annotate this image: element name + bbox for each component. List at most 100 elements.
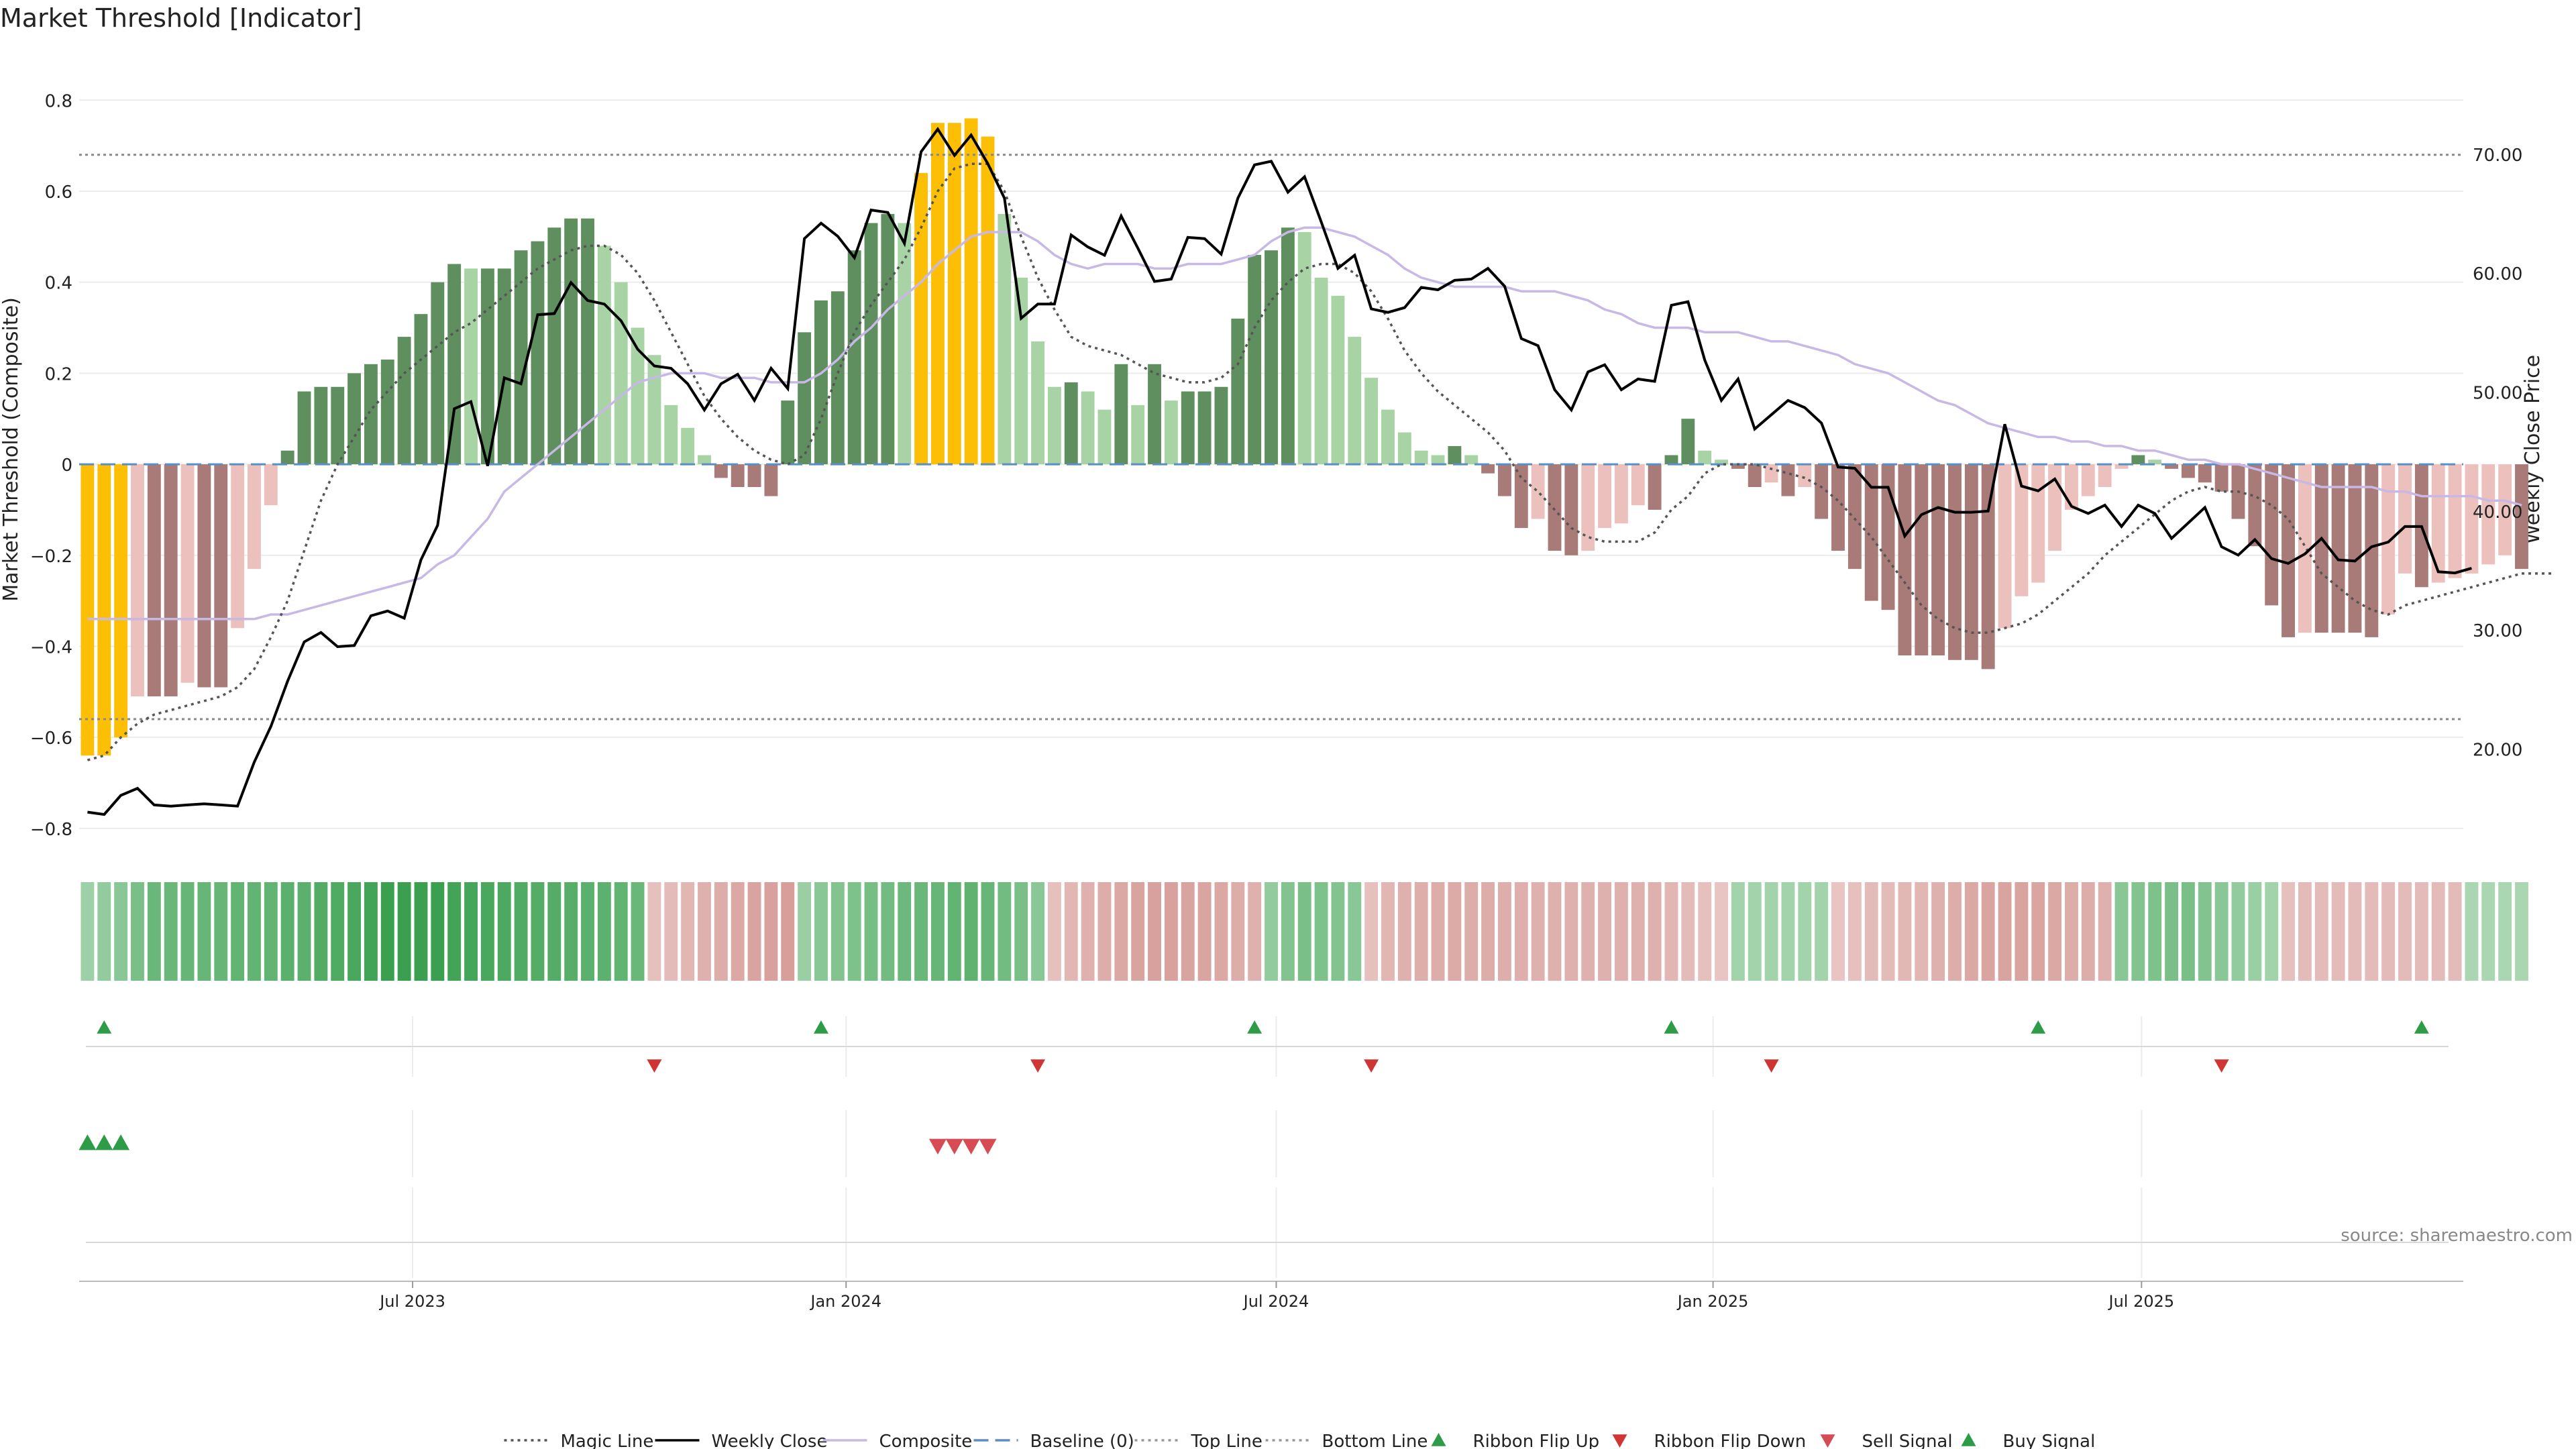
legend-item: Ribbon Flip Up <box>1431 1432 1599 1449</box>
ribbon-flip-down-marker <box>1764 1059 1779 1073</box>
ribbon-cell <box>1097 882 1112 981</box>
composite-bar <box>714 464 728 478</box>
ribbon-cell <box>1998 882 2012 981</box>
ribbon-flip-up-marker <box>2414 1020 2429 1034</box>
composite-bar <box>197 464 211 688</box>
legend-label: Magic Line <box>561 1432 654 1449</box>
legend-label: Baseline (0) <box>1030 1432 1134 1449</box>
ribbon-cell <box>1231 882 1245 981</box>
ribbon-flip-up-marker <box>97 1020 112 1034</box>
composite-bar <box>2031 464 2045 583</box>
left-tick-label: 0.4 <box>45 274 72 294</box>
composite-bar <box>864 223 878 465</box>
ribbon-cell <box>1381 882 1395 981</box>
weekly-close-line <box>87 126 2472 816</box>
ribbon-cell <box>1148 882 1161 981</box>
ribbon-cell <box>497 882 511 981</box>
ribbon-cell <box>2282 882 2295 981</box>
ribbon-cell <box>747 882 761 981</box>
ribbon-cell <box>1348 882 1362 981</box>
ribbon-cell <box>180 882 195 981</box>
composite-bar <box>1031 341 1044 465</box>
ribbon-cell <box>781 882 795 981</box>
composite-bar <box>1381 409 1395 465</box>
ribbon-cell <box>314 882 328 981</box>
composite-bar <box>1698 450 1712 465</box>
ribbon-cell <box>947 882 961 981</box>
left-tick-label: 0.8 <box>45 91 72 111</box>
ribbon-flip-up-marker <box>2031 1020 2046 1034</box>
ribbon-cell <box>431 882 445 981</box>
trend-ribbon <box>80 882 2528 981</box>
legend-swatch-triangle-up <box>1431 1433 1446 1446</box>
ribbon-cell <box>364 882 378 981</box>
composite-bar <box>1214 386 1228 465</box>
left-axis-ticks: 0.8 0.6 0.4 0.2 0 −0.2 −0.4 −0.6 −0.8 <box>30 91 72 840</box>
composite-bar <box>947 123 961 465</box>
ribbon-cell <box>1047 882 1061 981</box>
composite-bar <box>1831 464 1845 551</box>
composite-bar <box>248 464 261 570</box>
composite-bar <box>1364 378 1379 465</box>
ribbon-cell <box>1397 882 1411 981</box>
ribbon-flip-down-marker <box>2214 1059 2229 1073</box>
ribbon-cell <box>714 882 728 981</box>
ribbon-cell <box>2398 882 2412 981</box>
composite-bar <box>264 464 278 506</box>
ribbon-cell <box>731 882 745 981</box>
composite-bar <box>1798 464 1812 487</box>
ribbon-cell <box>480 882 494 981</box>
composite-bar <box>2465 464 2479 574</box>
ribbon-cell <box>1114 882 1128 981</box>
ribbon-cell <box>1214 882 1228 981</box>
ribbon-cell <box>2365 882 2379 981</box>
left-tick-label: −0.2 <box>30 547 72 567</box>
legend-item: Bottom Line <box>1265 1432 1428 1449</box>
composite-bar <box>514 250 528 465</box>
composite-bar <box>97 464 111 756</box>
composite-bar <box>280 450 294 465</box>
legend-label: Buy Signal <box>2003 1432 2096 1449</box>
ribbon-cell <box>231 882 245 981</box>
composite-bar <box>2181 464 2195 478</box>
ribbon-cell <box>197 882 211 981</box>
right-tick-label: 60.00 <box>2473 264 2522 284</box>
legend-label: Ribbon Flip Down <box>1654 1432 1807 1449</box>
composite-bar <box>1448 445 1462 465</box>
composite-bar <box>2048 464 2062 551</box>
ribbon-cell <box>581 882 594 981</box>
ribbon-cell <box>2298 882 2312 981</box>
composite-bar <box>1898 464 1912 656</box>
legend-label: Sell Signal <box>1862 1432 1953 1449</box>
ribbon-cell <box>2431 882 2445 981</box>
composite-bar <box>2248 464 2262 547</box>
ribbon-cell <box>1815 882 1829 981</box>
ribbon-cell <box>1664 882 1678 981</box>
ribbon-cell <box>1414 882 1428 981</box>
composite-bar <box>2198 464 2212 483</box>
composite-bar <box>1197 391 1212 465</box>
ribbon-cell <box>2065 882 2078 981</box>
legend-item: Magic Line <box>504 1432 654 1449</box>
ribbon-cell <box>1314 882 1328 981</box>
ribbon-cell <box>1014 882 1028 981</box>
buy-signal-marker <box>95 1134 113 1150</box>
buy-signal-marker <box>112 1134 130 1150</box>
magic-line <box>87 162 2555 761</box>
ribbon-flip-down-marker <box>1030 1059 1046 1073</box>
composite-bar <box>1731 464 1745 469</box>
composite-bar <box>2498 464 2512 555</box>
composite-bar <box>1948 464 1962 660</box>
ribbon-cell <box>1265 882 1278 981</box>
ribbon-cell <box>2465 882 2479 981</box>
composite-bar <box>2398 464 2412 574</box>
composite-bar <box>1281 227 1295 465</box>
ribbon-cell <box>2381 882 2396 981</box>
ribbon-cell <box>914 882 928 981</box>
ribbon-cell <box>114 882 128 981</box>
ribbon-cell <box>798 882 812 981</box>
ribbon-cell <box>547 882 561 981</box>
ribbon-cell <box>1364 882 1379 981</box>
ribbon-cell <box>2265 882 2279 981</box>
